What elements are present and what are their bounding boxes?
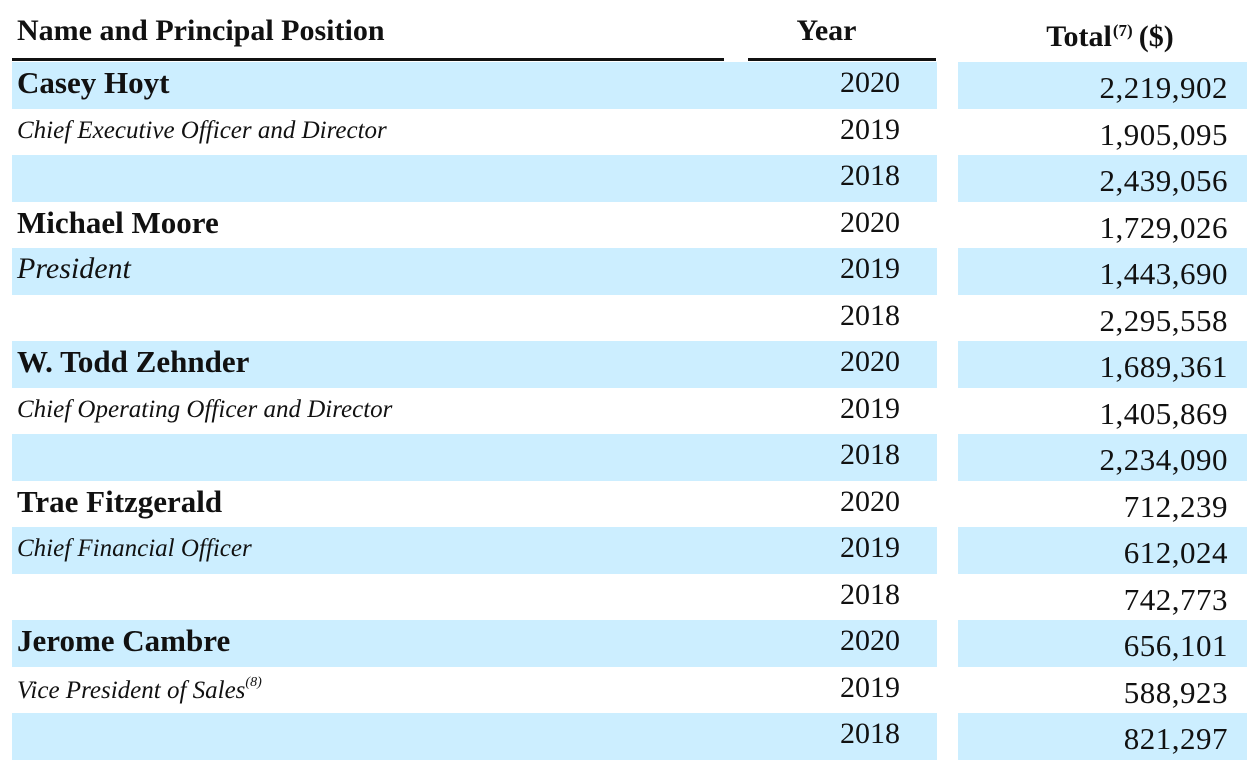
executive-name: W. Todd Zehnder [17,344,250,379]
row-shading-left [12,620,937,667]
year-cell: 2018 [840,717,900,750]
total-cell: 1,905,095 [1099,116,1228,152]
table-row: Chief Executive Officer and Director 2019… [0,109,1255,156]
year-cell: 2019 [840,112,900,146]
total-cell: 2,234,090 [1099,442,1228,477]
table-row: W. Todd Zehnder 2020 1,689,361 [0,341,1255,388]
year-cell: 2020 [840,205,900,239]
executive-title-text: Chief Executive Officer and Director [17,116,387,144]
year-cell: 2019 [840,391,900,425]
row-shading-right [958,620,1247,667]
row-shading-left [12,155,937,202]
year-cell: 2020 [840,484,900,518]
year-cell: 2019 [840,252,900,285]
year-cell: 2018 [840,577,900,611]
executive-title-text: Chief Financial Officer [17,535,252,562]
executive-name: Trae Fitzgerald [17,483,223,519]
total-cell: 1,689,361 [1099,349,1228,384]
row-shading-left [12,527,937,574]
row-shading-right [958,713,1247,760]
year-cell: 2020 [840,66,900,99]
executive-title-text: President [17,252,131,285]
table-row: 2018 2,295,558 [0,295,1255,342]
year-cell: 2018 [840,438,900,471]
total-label: Total [1046,20,1112,53]
row-shading-right [958,155,1247,202]
table-row: President 2019 1,443,690 [0,248,1255,295]
total-cell: 656,101 [1123,628,1228,663]
executive-title: Chief Executive Officer and Director [17,117,387,145]
executive-title: Chief Operating Officer and Director [17,396,392,424]
year-cell: 2020 [840,345,900,378]
table-row: Chief Financial Officer 2019 612,024 [0,527,1255,574]
table-row: Vice President of Sales(8) 2019 588,923 [0,667,1255,714]
total-cell: 2,219,902 [1099,70,1228,105]
row-shading-left [12,713,937,760]
table-row: 2018 2,234,090 [0,434,1255,481]
header-rule-year [748,58,936,61]
executive-title-text: Vice President of Sales [17,676,246,704]
column-header-year: Year [796,14,857,47]
total-cell: 2,295,558 [1099,302,1228,338]
year-cell: 2019 [840,531,900,564]
row-shading-right [958,248,1247,295]
row-shading-left [12,62,937,109]
row-shading-left [12,434,937,481]
year-cell: 2020 [840,624,900,657]
total-cell: 712,239 [1123,488,1228,524]
column-header-total: Total(7) ($) [975,20,1245,54]
year-cell: 2018 [840,298,900,332]
table-row: Jerome Cambre 2020 656,101 [0,620,1255,667]
total-cell: 612,024 [1123,535,1228,570]
executive-name: Jerome Cambre [17,623,231,658]
total-cell: 821,297 [1123,721,1228,756]
table-row: Michael Moore 2020 1,729,026 [0,202,1255,249]
executive-title-text: Chief Operating Officer and Director [17,395,393,423]
row-shading-right [958,527,1247,574]
total-cell: 742,773 [1123,581,1228,617]
table-row: Casey Hoyt 2020 2,219,902 [0,62,1255,109]
table-row: 2018 2,439,056 [0,155,1255,202]
total-cell: 2,439,056 [1099,163,1228,198]
year-cell: 2019 [840,670,900,704]
table-row: Trae Fitzgerald 2020 712,239 [0,481,1255,528]
executive-name: Michael Moore [17,204,219,240]
table-row: 2018 821,297 [0,713,1255,760]
header-rule-name [12,58,724,61]
column-header-name-position: Name and Principal Position [17,14,385,47]
executive-title: President [17,252,131,286]
row-shading-left [12,341,937,388]
total-cell: 1,443,690 [1099,256,1228,291]
row-shading-right [958,341,1247,388]
table-row: Chief Operating Officer and Director 2019… [0,388,1255,435]
total-footnote-marker: (7) [1112,21,1133,40]
year-cell: 2018 [840,159,900,192]
total-cell: 588,923 [1123,674,1228,710]
total-cell: 1,405,869 [1099,395,1228,431]
total-cell: 1,729,026 [1099,209,1228,245]
row-shading-right [958,62,1247,109]
title-footnote-marker: (8) [245,674,262,690]
row-shading-right [958,434,1247,481]
executive-title: Chief Financial Officer [17,535,252,563]
table-row: 2018 742,773 [0,574,1255,621]
total-unit: ($) [1138,20,1174,53]
executive-name: Casey Hoyt [17,65,170,100]
row-shading-left [12,248,937,295]
executive-title: Vice President of Sales(8) [17,675,262,705]
